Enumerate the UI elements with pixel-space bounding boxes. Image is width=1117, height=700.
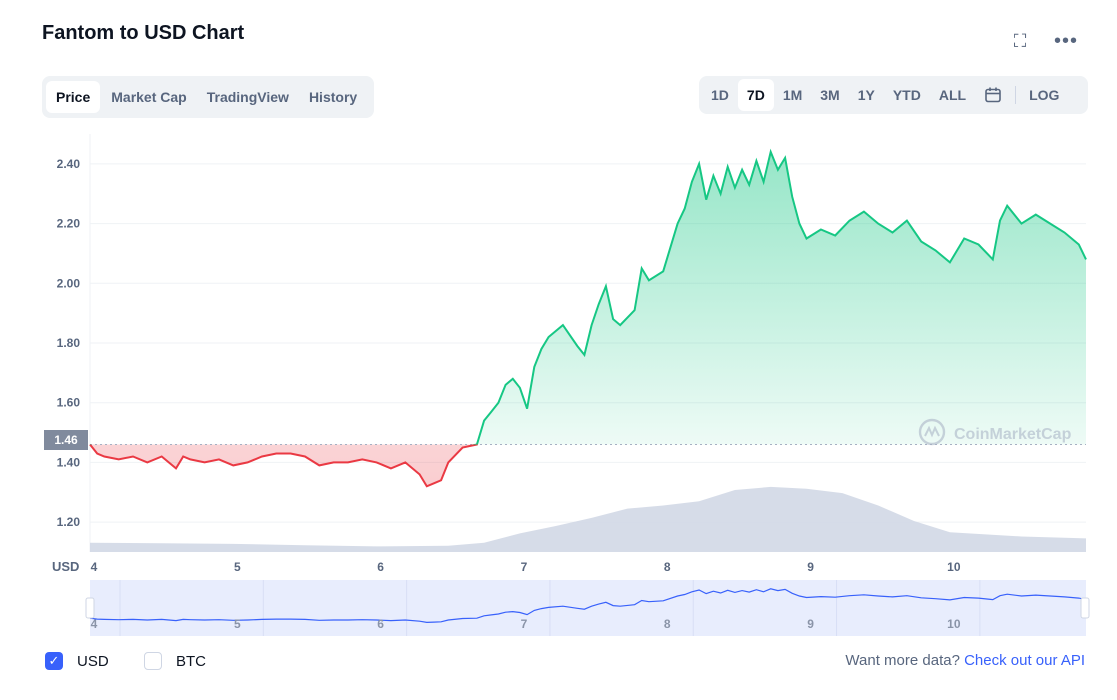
watermark-text: CoinMarketCap [954, 426, 1072, 443]
calendar-button[interactable] [975, 79, 1011, 111]
price-line-below [89, 444, 478, 488]
navigator-x-tick-label: 4 [91, 617, 98, 631]
navigator-x-tick-label: 8 [664, 617, 671, 631]
range-all[interactable]: ALL [938, 87, 967, 103]
tab-tradingview[interactable]: TradingView [206, 89, 289, 105]
y-tick-label: 1.20 [57, 515, 81, 529]
x-tick-label: 5 [234, 560, 241, 574]
navigator[interactable]: 4 5 6 7 8 9 10 [85, 580, 1090, 636]
log-toggle[interactable]: LOG [1029, 87, 1060, 103]
y-tick-label: 1.60 [57, 396, 81, 410]
calendar-icon [985, 87, 1001, 103]
tab-market-cap[interactable]: Market Cap [111, 89, 187, 105]
x-tick-label: 7 [521, 560, 528, 574]
expand-icon[interactable]: ⛶ [1013, 31, 1027, 51]
usd-checkbox[interactable]: ✓ [45, 652, 63, 670]
navigator-x-tick-label: 5 [234, 617, 241, 631]
navigator-line [89, 588, 1087, 624]
price-line-above [89, 148, 1087, 445]
y-tick-label: 1.40 [57, 455, 81, 469]
tab-history[interactable]: History [308, 89, 358, 105]
y-unit-label: USD [52, 559, 79, 574]
navigator-handle-left[interactable] [85, 597, 95, 619]
more-icon[interactable]: ••• [1054, 30, 1079, 52]
price-fill-above [90, 151, 1086, 445]
navigator-x-axis: 4 5 6 7 8 9 10 [91, 617, 961, 631]
legend-btc[interactable]: BTC [144, 652, 206, 670]
range-1y[interactable]: 1Y [857, 87, 875, 103]
btc-checkbox[interactable] [144, 652, 162, 670]
more-data-text: Want more data? [845, 652, 960, 669]
x-tick-label: 8 [664, 560, 671, 574]
navigator-handle-right[interactable] [1080, 597, 1090, 619]
x-tick-label: 4 [91, 560, 98, 574]
y-axis: 1.20 1.40 1.60 1.80 2.00 2.20 2.40 [57, 157, 81, 529]
y-tick-label: 2.00 [57, 276, 81, 290]
btc-label: BTC [176, 652, 206, 670]
navigator-x-tick-label: 7 [521, 617, 528, 631]
volume-area [90, 486, 1086, 552]
reference-badge: 1.46 [44, 430, 88, 450]
y-tick-label: 1.80 [57, 336, 81, 350]
y-tick-label: 2.40 [57, 157, 81, 171]
navigator-x-tick-label: 6 [377, 617, 384, 631]
range-ytd[interactable]: YTD [892, 87, 921, 103]
range-divider [1015, 86, 1017, 104]
chart-tabs: Price Market Cap TradingView History [42, 76, 374, 118]
range-3m[interactable]: 3M [820, 87, 840, 103]
x-tick-label: 6 [377, 560, 384, 574]
api-link[interactable]: Check out our API [964, 652, 1085, 669]
navigator-x-tick-label: 10 [947, 617, 961, 631]
range-1d[interactable]: 1D [711, 87, 729, 103]
y-tick-label: 2.20 [57, 217, 81, 231]
x-axis: 4 5 6 7 8 9 10 [91, 560, 961, 574]
price-chart[interactable]: 1.20 1.40 1.60 1.80 2.00 2.20 2.40 4 5 6 7 8 9 10 1.… [0, 120, 1117, 640]
x-tick-label: 10 [947, 560, 961, 574]
more-data: Want more data? Check out our API [845, 652, 1085, 669]
reference-label: 1.46 [54, 433, 78, 447]
navigator-x-tick-label: 9 [807, 617, 814, 631]
legend-usd[interactable]: ✓ USD [45, 652, 109, 670]
price-fill-below [90, 444, 477, 487]
range-selector: 1D 7D 1M 3M 1Y YTD ALL LOG [699, 76, 1088, 114]
range-1m[interactable]: 1M [782, 87, 803, 103]
range-7d[interactable]: 7D [737, 79, 774, 111]
page-title: Fantom to USD Chart [42, 22, 245, 44]
usd-label: USD [77, 652, 109, 670]
x-tick-label: 9 [807, 560, 814, 574]
watermark: CoinMarketCap [918, 418, 1072, 446]
tab-price[interactable]: Price [46, 81, 101, 113]
